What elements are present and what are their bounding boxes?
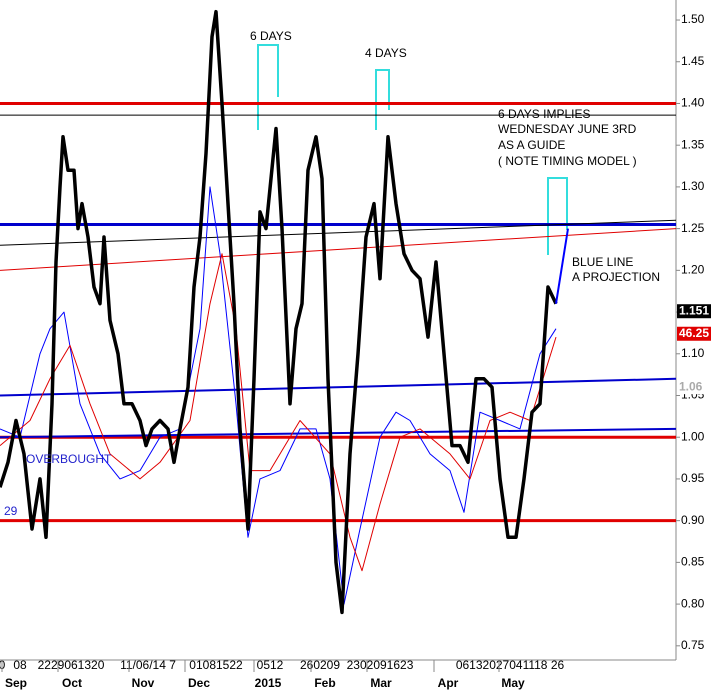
x-tick-label: 2229061320: [38, 658, 105, 672]
annotation: WEDNESDAY JUNE 3RD: [498, 122, 637, 136]
x-tick-label: 260209: [300, 658, 340, 672]
trend-line: [0, 228, 677, 271]
bracket: [375, 69, 390, 130]
month-label: Nov: [132, 676, 155, 690]
price-label: 1.151: [679, 303, 709, 317]
x-tick-label: 08: [13, 658, 27, 672]
annotation: A PROJECTION: [572, 270, 660, 284]
price-label-box: [677, 380, 711, 395]
series-line: [0, 9, 558, 615]
annotation: BLUE LINE: [572, 255, 633, 269]
y-tick-label: 1.10: [681, 346, 705, 360]
x-tick-label: 11/06/14 7: [120, 658, 176, 672]
month-label: Oct: [62, 676, 82, 690]
y-tick-label: 1.30: [681, 179, 705, 193]
x-tick-label: 01081522: [189, 658, 243, 672]
price-label-box: [677, 304, 711, 319]
y-tick-label: 1.20: [681, 263, 705, 277]
y-tick-label: 0.80: [681, 596, 705, 610]
y-tick-label: 1.45: [681, 54, 705, 68]
bracket: [547, 177, 568, 255]
month-label: Mar: [370, 676, 392, 690]
price-label: 1.06: [679, 379, 703, 393]
price-label: 46.25: [679, 326, 709, 340]
y-tick-label: 1.50: [681, 12, 705, 26]
y-tick-label: 1.40: [681, 96, 705, 110]
y-tick-label: 0.85: [681, 555, 705, 569]
annotation: 6 DAYS IMPLIES: [498, 107, 590, 121]
month-label: Apr: [438, 676, 459, 690]
annotation: 6 DAYS: [250, 29, 292, 43]
series-line: [0, 186, 557, 605]
month-label: Sep: [5, 676, 27, 690]
y-tick-label: 0.95: [681, 471, 705, 485]
month-label: May: [501, 676, 525, 690]
annotation: AS A GUIDE: [498, 138, 565, 152]
x-tick-label: 0: [0, 658, 6, 672]
series-line: [555, 228, 569, 304]
trend-line: [0, 427, 677, 439]
bracket: [257, 44, 279, 130]
y-tick-label: 0.75: [681, 638, 705, 652]
annotation: 29: [4, 504, 18, 518]
plot: [0, 9, 677, 615]
trend-line: [0, 377, 677, 397]
month-label: Dec: [188, 676, 210, 690]
annotation: OVERBOUGHT: [26, 452, 112, 466]
month-label: Feb: [314, 676, 335, 690]
price-label-box: [677, 326, 711, 341]
x-tick-label: 06132027041118 26: [456, 658, 565, 672]
y-tick-label: 0.90: [681, 513, 705, 527]
month-label: 2015: [255, 676, 282, 690]
annotation: ( NOTE TIMING MODEL ): [498, 154, 637, 168]
y-tick-label: 1.25: [681, 221, 705, 235]
series-line: [0, 253, 557, 572]
y-tick-label: 1.35: [681, 137, 705, 151]
annotation: 4 DAYS: [365, 46, 407, 60]
y-tick-label: 1.00: [681, 429, 705, 443]
trend-line: [0, 219, 677, 246]
x-tick-label: 2302091623: [347, 658, 414, 672]
x-tick-label: 0512: [257, 658, 284, 672]
